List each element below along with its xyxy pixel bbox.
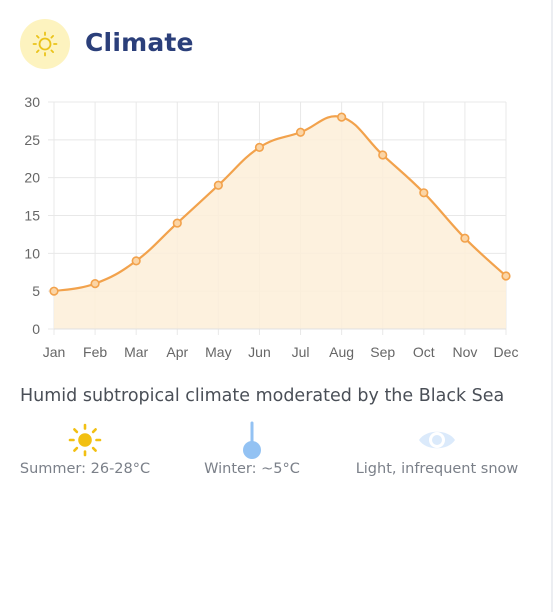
sun-icon bbox=[68, 423, 102, 457]
x-tick-label: Oct bbox=[413, 344, 435, 360]
y-tick-label: 25 bbox=[24, 132, 40, 148]
data-point bbox=[460, 233, 470, 243]
sun-icon bbox=[32, 31, 58, 57]
x-tick-label: Aug bbox=[329, 344, 354, 360]
thermometer-icon bbox=[243, 421, 261, 459]
x-tick-label: Nov bbox=[452, 344, 477, 360]
y-tick-label: 0 bbox=[32, 321, 40, 337]
data-point bbox=[213, 180, 223, 190]
section-title: Climate bbox=[85, 28, 194, 57]
x-tick-label: Feb bbox=[83, 344, 107, 360]
data-point bbox=[254, 142, 265, 153]
data-point bbox=[501, 271, 511, 281]
x-tick-label: Dec bbox=[494, 344, 519, 360]
data-point bbox=[378, 150, 388, 160]
fact-summer: Summer: 26-28°C bbox=[0, 420, 180, 482]
x-tick-label: Jul bbox=[292, 344, 310, 360]
y-tick-label: 15 bbox=[24, 208, 40, 224]
x-tick-label: Apr bbox=[166, 344, 188, 360]
data-point bbox=[172, 218, 182, 228]
series-area bbox=[54, 116, 506, 329]
data-point bbox=[419, 188, 429, 198]
temperature-chart: 0 5 10 15 20 25 30 Jan Feb Mar Apr May Jun Jul Aug Sep O… bbox=[24, 94, 519, 360]
y-tick-label: 20 bbox=[24, 170, 40, 186]
fact-label: Light, infrequent snow bbox=[355, 461, 519, 477]
series-line bbox=[53, 115, 507, 293]
fact-snow: Light, infrequent snow bbox=[342, 420, 532, 482]
data-point bbox=[90, 279, 100, 289]
x-tick-label: May bbox=[205, 344, 231, 360]
data-point bbox=[295, 127, 306, 137]
x-tick-label: Jun bbox=[248, 344, 271, 360]
data-point bbox=[337, 112, 347, 122]
climate-description: Humid subtropical climate moderated by t… bbox=[20, 386, 505, 406]
sun-icon-badge bbox=[20, 19, 70, 69]
y-tick-label: 30 bbox=[24, 94, 40, 110]
x-tick-label: Mar bbox=[124, 344, 148, 360]
data-point bbox=[49, 286, 59, 296]
data-point bbox=[131, 256, 141, 266]
x-tick-label: Sep bbox=[370, 344, 395, 360]
fact-winter: Winter: ~5°C bbox=[157, 420, 347, 482]
x-tick-label: Jan bbox=[43, 344, 66, 360]
y-tick-label: 5 bbox=[32, 283, 40, 299]
eye-icon bbox=[419, 431, 455, 449]
y-tick-label: 10 bbox=[24, 245, 40, 261]
fact-label: Winter: ~5°C bbox=[204, 461, 300, 477]
fact-label: Summer: 26-28°C bbox=[19, 461, 151, 477]
